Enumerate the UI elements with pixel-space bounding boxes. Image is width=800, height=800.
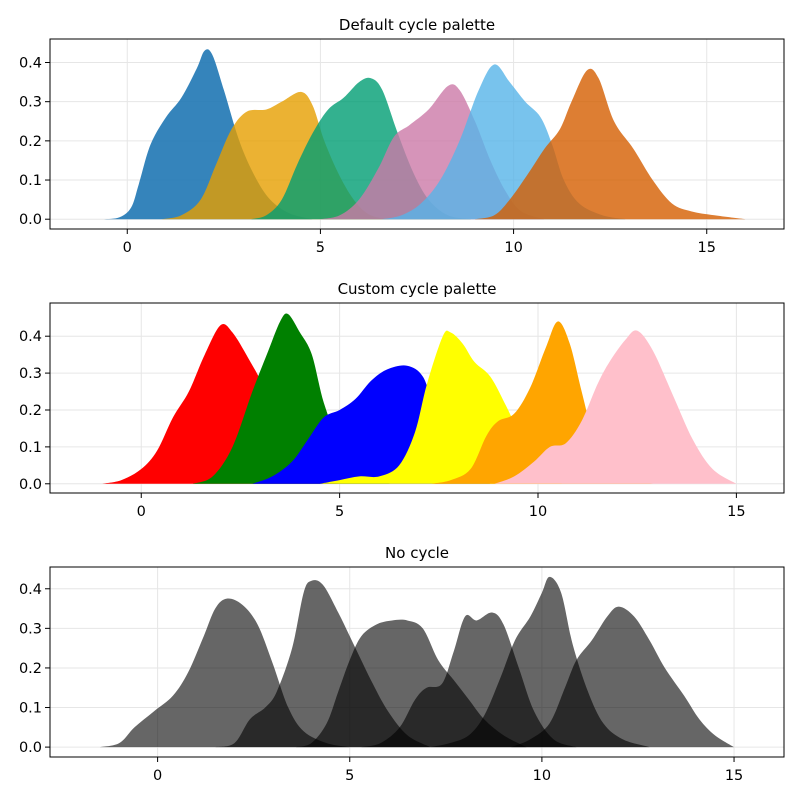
y-tick-label: 0.1 — [19, 440, 42, 456]
density-area-6 — [511, 606, 735, 748]
panel-2: Custom cycle palette 0 5 10 15 0.0 0.1 0.2 0.3 0.… — [19, 280, 785, 520]
density-area-5 — [430, 576, 650, 748]
plot-frame — [49, 566, 785, 758]
panel-1: Default cycle palette 0 5 10 15 0.0 0.1 0.2 0.3 0… — [19, 16, 785, 256]
x-tick-label: 10 — [504, 240, 522, 256]
density-area-2 — [192, 313, 392, 484]
y-tick-label: 0.3 — [19, 95, 42, 111]
x-tick-label: 0 — [153, 768, 162, 784]
density-area-1 — [104, 49, 313, 220]
panel-3: No cycle 0 5 10 15 0.0 0.1 0.2 0.3 0.4 — [19, 544, 785, 784]
chart-title: Default cycle palette — [339, 16, 495, 34]
density-area-5 — [430, 321, 654, 484]
x-tick-label: 0 — [123, 240, 132, 256]
y-tick-label: 0.4 — [19, 329, 42, 345]
density-area-6 — [474, 68, 746, 220]
y-tick-label: 0.2 — [19, 661, 42, 677]
y-tick-label: 0.1 — [19, 173, 42, 189]
x-tick-label: 10 — [533, 768, 551, 784]
y-tick-label: 0.0 — [19, 740, 42, 756]
x-tick-label: 15 — [727, 504, 745, 520]
x-tick-label: 15 — [725, 768, 743, 784]
plot-frame — [49, 302, 785, 494]
y-tick-label: 0.4 — [19, 582, 42, 598]
x-tick-label: 0 — [137, 504, 146, 520]
x-tick-label: 15 — [698, 240, 716, 256]
x-tick-label: 10 — [529, 504, 547, 520]
x-tick-label: 5 — [335, 504, 344, 520]
plot-frame — [49, 38, 785, 230]
x-tick-label: 5 — [345, 768, 354, 784]
x-tick-label: 5 — [316, 240, 325, 256]
y-tick-label: 0.1 — [19, 701, 42, 717]
y-tick-label: 0.3 — [19, 366, 42, 382]
y-tick-label: 0.4 — [19, 56, 42, 72]
y-tick-label: 0.2 — [19, 134, 42, 150]
y-tick-label: 0.3 — [19, 621, 42, 637]
chart-title: Custom cycle palette — [338, 280, 497, 298]
y-tick-label: 0.0 — [19, 212, 42, 228]
chart-title: No cycle — [385, 544, 449, 562]
y-tick-label: 0.2 — [19, 403, 42, 419]
density-area-5 — [382, 64, 626, 220]
y-tick-label: 0.0 — [19, 477, 42, 493]
density-area-6 — [494, 330, 737, 484]
